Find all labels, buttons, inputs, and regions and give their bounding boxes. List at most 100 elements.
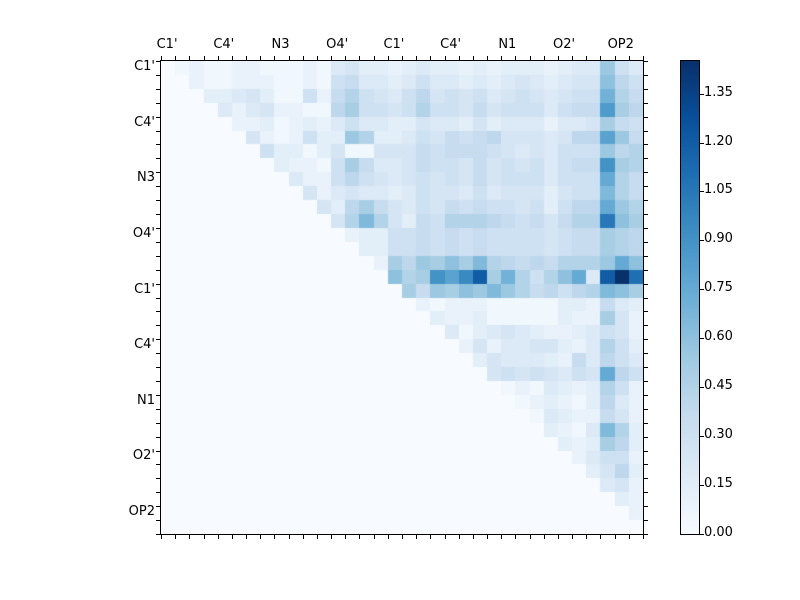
x-tick-bottom [303,535,304,539]
y-tick-left [156,492,160,493]
x-tick-top [218,56,219,60]
x-tick-top [303,56,304,60]
x-tick-bottom [416,535,417,539]
y-tick-left [156,339,160,340]
x-tick-label: O2' [552,37,576,52]
y-tick-label: C4' [134,114,155,130]
y-tick-right [644,534,648,535]
x-tick-top [586,56,587,60]
y-tick-left [156,298,160,299]
colorbar-tick-label: 0.00 [704,525,733,540]
colorbar-tick [700,191,704,192]
y-tick-right [644,131,648,132]
x-tick-label: OP2 [607,37,634,52]
x-tick-top [515,56,516,60]
colorbar-tick [700,289,704,290]
colorbar [680,60,704,535]
y-tick-left [156,242,160,243]
y-tick-left [156,284,160,285]
x-tick-top [289,56,290,60]
y-tick-left [156,325,160,326]
x-tick-top [643,56,644,60]
y-tick-right [644,492,648,493]
y-tick-right [644,214,648,215]
colorbar-tick [700,240,704,241]
y-tick-left [156,395,160,396]
y-tick-right [644,117,648,118]
x-tick-top [274,56,275,60]
colorbar-tick [700,485,704,486]
x-tick-top [161,56,162,60]
y-tick-left [156,200,160,201]
x-tick-bottom [544,535,545,539]
y-tick-label: C1' [134,58,155,74]
y-tick-left [156,186,160,187]
y-tick-right [644,242,648,243]
colorbar-gradient [681,61,699,534]
x-tick-top [374,56,375,60]
colorbar-tick [700,338,704,339]
x-tick-bottom [501,535,502,539]
x-tick-bottom [388,535,389,539]
y-tick-left [156,270,160,271]
y-tick-right [644,298,648,299]
y-tick-label: C4' [134,337,155,353]
x-tick-bottom [629,535,630,539]
y-tick-left [156,478,160,479]
x-tick-bottom [402,535,403,539]
x-tick-bottom [487,535,488,539]
y-tick-label: C1' [134,281,155,297]
y-tick-right [644,506,648,507]
colorbar-tick-label: 1.20 [704,133,733,149]
x-tick-bottom [374,535,375,539]
y-tick-right [644,478,648,479]
x-tick-bottom [615,535,616,539]
y-tick-left [156,311,160,312]
x-tick-bottom [359,535,360,539]
y-tick-right [644,89,648,90]
x-tick-bottom [317,535,318,539]
y-tick-left [156,367,160,368]
x-tick-top [359,56,360,60]
y-tick-left [156,117,160,118]
y-tick-right [644,284,648,285]
x-tick-bottom [289,535,290,539]
x-tick-top [544,56,545,60]
x-tick-label: N1 [498,37,517,52]
colorbar-tick [700,143,704,144]
colorbar-tick-label: 0.15 [704,476,733,492]
y-tick-left [156,437,160,438]
x-tick-top [402,56,403,60]
y-tick-label: N3 [137,170,155,186]
y-tick-right [644,158,648,159]
y-tick-right [644,423,648,424]
y-tick-left [156,61,160,62]
x-tick-top [600,56,601,60]
x-tick-bottom [600,535,601,539]
x-tick-bottom [218,535,219,539]
x-tick-top [175,56,176,60]
colorbar-tick-label: 0.30 [704,427,733,443]
y-tick-left [156,520,160,521]
y-tick-right [644,464,648,465]
y-tick-right [644,451,648,452]
x-tick-label: C4' [213,37,235,52]
x-tick-bottom [586,535,587,539]
x-tick-bottom [246,535,247,539]
x-tick-top [487,56,488,60]
y-tick-right [644,409,648,410]
y-tick-left [156,409,160,410]
y-tick-right [644,395,648,396]
y-tick-right [644,339,648,340]
x-tick-top [473,56,474,60]
y-tick-left [156,256,160,257]
x-tick-top [572,56,573,60]
x-tick-bottom [430,535,431,539]
colorbar-tick [700,534,704,535]
y-tick-left [156,172,160,173]
colorbar-tick-label: 0.90 [704,231,733,247]
x-tick-top [445,56,446,60]
y-tick-right [644,256,648,257]
y-tick-label: O4' [132,225,155,241]
y-tick-left [156,464,160,465]
